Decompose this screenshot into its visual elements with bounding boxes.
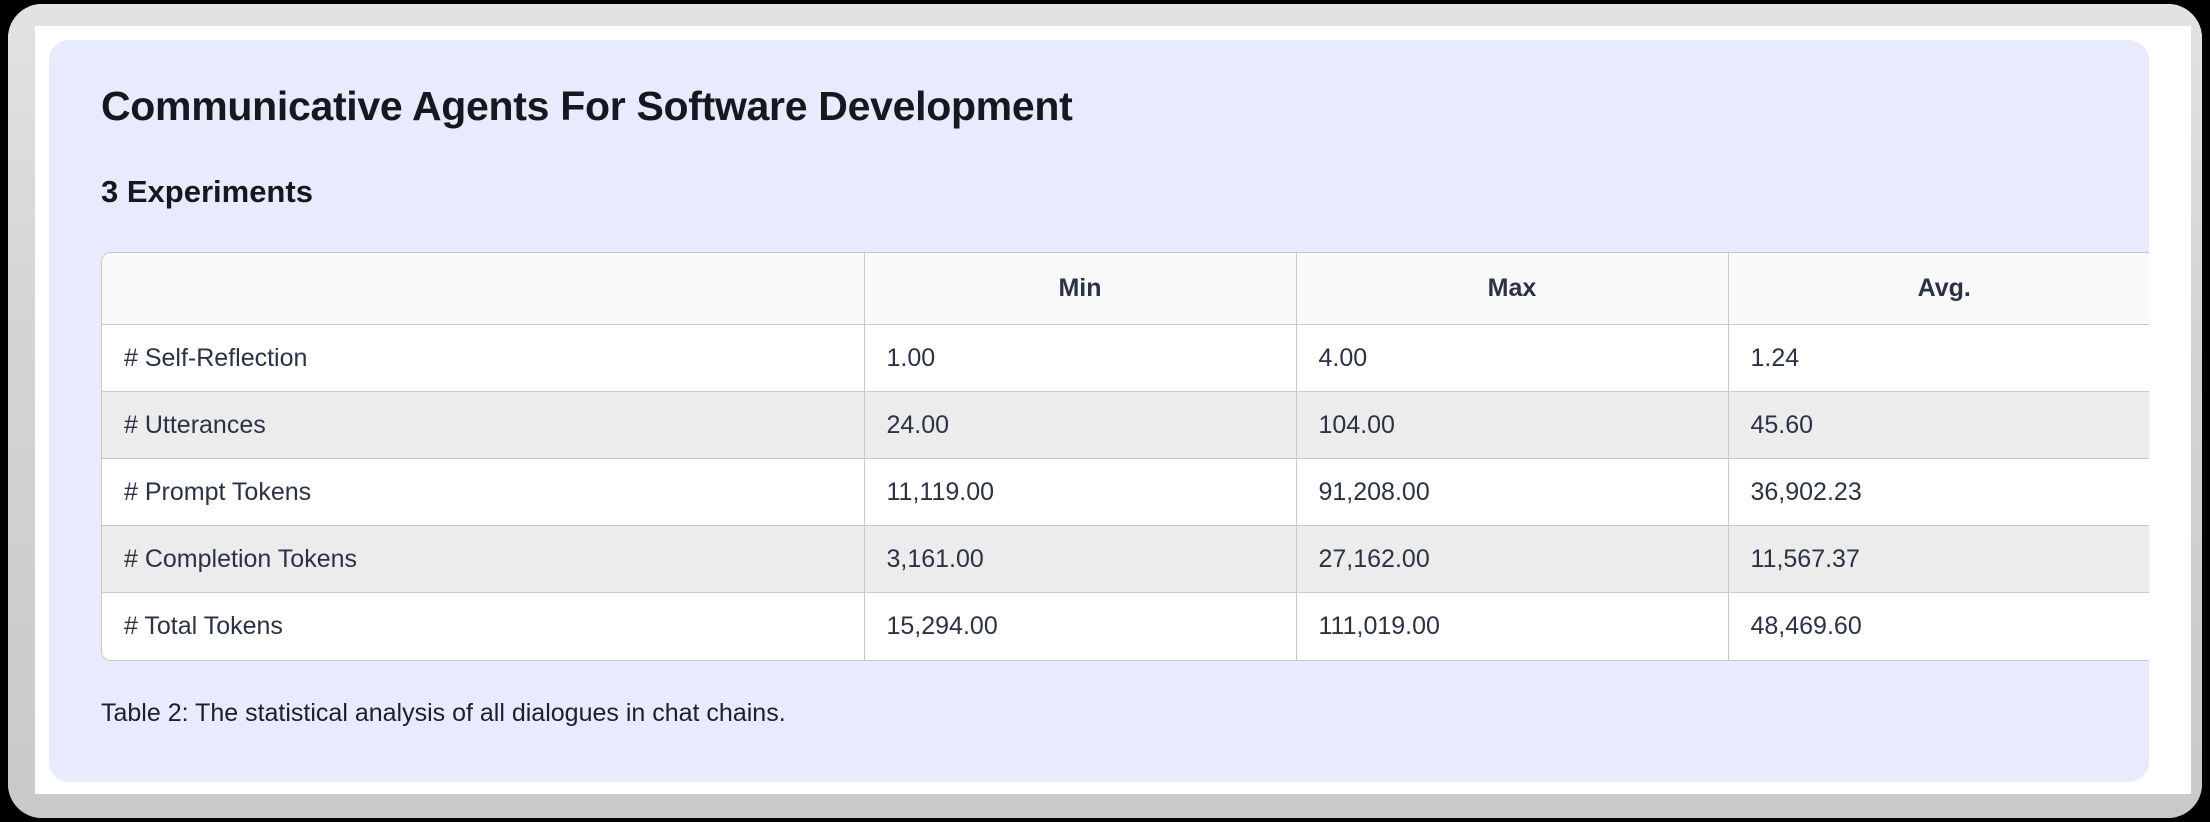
cell-min: 15,294.00 bbox=[864, 592, 1297, 660]
row-label: # Total Tokens bbox=[102, 592, 865, 660]
table-caption: Table 2: The statistical analysis of all… bbox=[101, 698, 786, 727]
cell-max: 111,019.00 bbox=[1296, 592, 1729, 660]
table-body: # Self-Reflection 1.00 4.00 1.24 # Utter… bbox=[102, 324, 2149, 660]
cell-max: 27,162.00 bbox=[1296, 525, 1729, 594]
cell-avg: 45.60 bbox=[1728, 391, 2149, 460]
cell-avg: 1.24 bbox=[1728, 324, 2149, 393]
page-title: Communicative Agents For Software Develo… bbox=[101, 83, 1073, 129]
browser-viewport: Communicative Agents For Software Develo… bbox=[35, 26, 2191, 794]
table-header-row: Min Max Avg. bbox=[102, 252, 2149, 326]
statistics-table-container: Min Max Avg. # Self-Reflection 1.00 4.00 bbox=[101, 251, 2149, 661]
cell-min: 24.00 bbox=[864, 391, 1297, 460]
table-row: # Completion Tokens 3,161.00 27,162.00 1… bbox=[102, 525, 2149, 594]
table-row: # Total Tokens 15,294.00 111,019.00 48,4… bbox=[102, 592, 2149, 660]
statistics-table: Min Max Avg. # Self-Reflection 1.00 4.00 bbox=[102, 252, 2149, 660]
column-header-max: Max bbox=[1296, 252, 1729, 326]
cell-max: 91,208.00 bbox=[1296, 458, 1729, 527]
document-content: Communicative Agents For Software Develo… bbox=[49, 40, 2149, 729]
table-header: Min Max Avg. bbox=[102, 252, 2149, 326]
row-label: # Self-Reflection bbox=[102, 324, 865, 393]
column-header-min: Min bbox=[864, 252, 1297, 326]
section-heading: 3 Experiments bbox=[101, 174, 313, 210]
row-label: # Completion Tokens bbox=[102, 525, 865, 594]
cell-avg: 48,469.60 bbox=[1728, 592, 2149, 660]
row-label: # Utterances bbox=[102, 391, 865, 460]
row-label: # Prompt Tokens bbox=[102, 458, 865, 527]
column-header-label bbox=[102, 252, 865, 326]
cell-min: 11,119.00 bbox=[864, 458, 1297, 527]
cell-min: 3,161.00 bbox=[864, 525, 1297, 594]
cell-max: 104.00 bbox=[1296, 391, 1729, 460]
device-bezel: Communicative Agents For Software Develo… bbox=[8, 4, 2202, 818]
cell-avg: 11,567.37 bbox=[1728, 525, 2149, 594]
cell-min: 1.00 bbox=[864, 324, 1297, 393]
cell-max: 4.00 bbox=[1296, 324, 1729, 393]
table-row: # Utterances 24.00 104.00 45.60 bbox=[102, 391, 2149, 460]
cell-avg: 36,902.23 bbox=[1728, 458, 2149, 527]
vertical-scrollbar[interactable] bbox=[2169, 26, 2191, 794]
table-row: # Self-Reflection 1.00 4.00 1.24 bbox=[102, 324, 2149, 393]
document-panel: Communicative Agents For Software Develo… bbox=[49, 40, 2149, 782]
table-row: # Prompt Tokens 11,119.00 91,208.00 36,9… bbox=[102, 458, 2149, 527]
column-header-avg: Avg. bbox=[1728, 252, 2149, 326]
